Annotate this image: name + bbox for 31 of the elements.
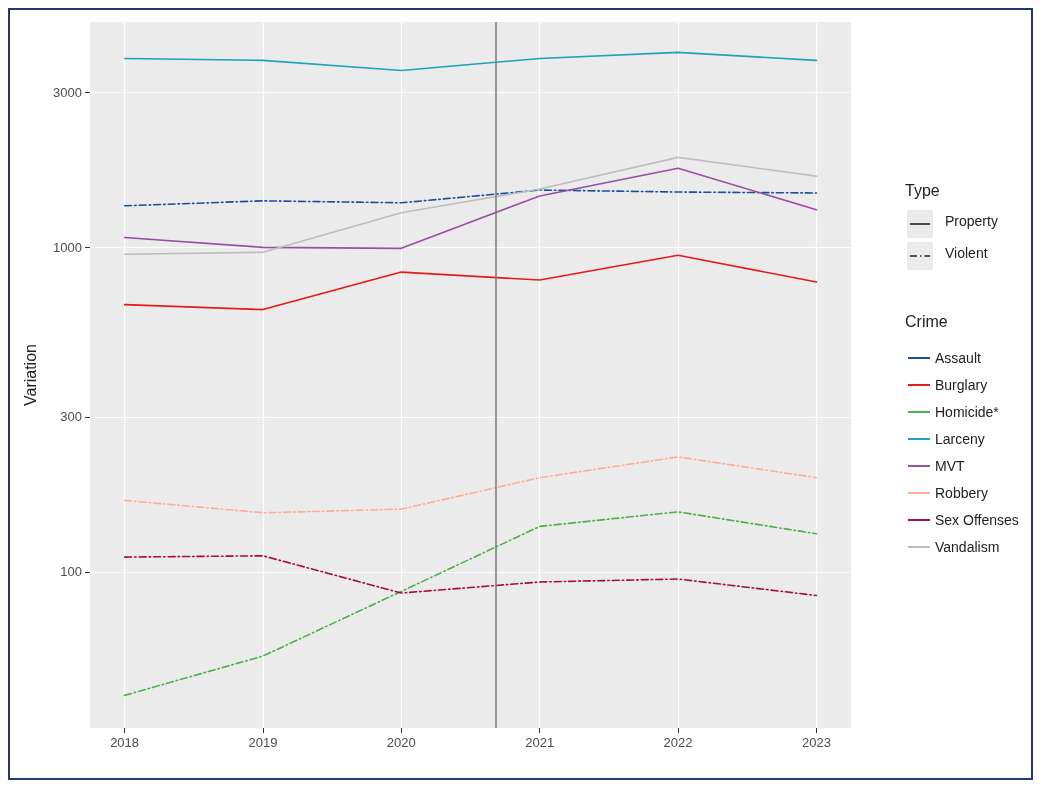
line-series — [123, 156, 818, 256]
legend-label: Vandalism — [935, 539, 1000, 555]
legend-label: Assault — [935, 350, 982, 366]
text: Type — [905, 181, 940, 199]
text: Violent — [945, 245, 988, 261]
y-tick-label: 1000 — [53, 239, 82, 255]
x-tick-label: 2019 — [248, 735, 278, 750]
text: Property — [945, 213, 998, 229]
legend-title: Crime — [905, 312, 948, 330]
x-tick-label: 2022 — [663, 735, 693, 750]
y-tick-label: 3000 — [53, 85, 82, 101]
legend-label: Homicide* — [935, 404, 1000, 420]
x-tick-label: 2023 — [801, 735, 831, 750]
line-series — [123, 456, 818, 514]
x-tick-label: 2021 — [525, 735, 555, 750]
legend-label: Robbery — [935, 485, 988, 501]
x-tick-label: 2018 — [110, 735, 140, 750]
line-series — [123, 555, 818, 597]
line-series — [123, 167, 818, 250]
legend-label: MVT — [935, 458, 965, 474]
line-series — [123, 189, 818, 207]
y-axis-title: Variation — [21, 344, 39, 406]
legend-label: Larceny — [935, 431, 985, 447]
line-series — [123, 51, 818, 72]
legend-label: Sex Offenses — [935, 512, 1019, 528]
y-tick-label: 300 — [60, 409, 82, 425]
legend-label: Burglary — [935, 377, 988, 393]
y-tick-label: 100 — [60, 564, 82, 580]
line-series — [123, 511, 818, 697]
x-tick-label: 2020 — [386, 735, 416, 750]
line-series — [123, 254, 818, 311]
